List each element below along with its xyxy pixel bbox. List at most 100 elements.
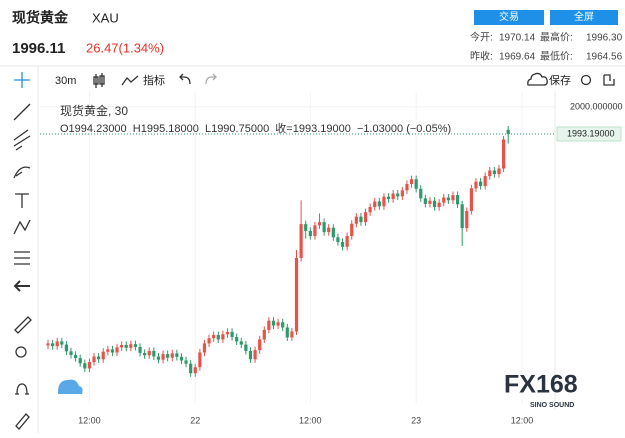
candle-body [258,339,262,351]
indicator-icon[interactable] [121,75,139,86]
candle-body [345,236,349,247]
candle-body [506,129,510,134]
candle-body [304,224,308,231]
candle-body [299,224,303,258]
candle-body [419,188,423,199]
candle-body [267,320,271,330]
redo-icon[interactable] [205,73,217,85]
candle-type-icon[interactable] [93,73,105,88]
current-price: 1996.11 [12,40,65,57]
pattern-tool[interactable] [13,219,31,235]
candle-body [414,179,418,189]
candle-body [391,193,395,200]
candle-body [451,195,455,201]
candle-body [60,341,64,345]
candle-body [207,338,211,344]
last-price-label: 1993.19000 [567,128,615,138]
stat-label: 昨收: [470,50,493,63]
candle-body [350,223,354,237]
candle-body [147,350,151,356]
candle-body [97,356,101,360]
price-change: 26.47(1.34%) [86,40,164,55]
candle-body [465,211,469,229]
trade-button[interactable] [474,10,544,25]
magnet-tool[interactable] [15,383,29,395]
candle-body [317,222,322,226]
candle-body [308,230,312,237]
cloud-icon[interactable] [527,72,548,86]
zoom-tool[interactable] [15,346,27,358]
ohlc-readout: O1994.23000 H1995.18000 L1990.75000 收=19… [60,121,451,135]
fullscreen-button[interactable] [550,10,618,25]
asset-symbol: XAU [92,10,119,25]
candle-body [262,329,266,340]
fib-tool[interactable] [13,129,31,151]
candle-body [377,201,381,207]
candle-body [248,350,253,360]
indicators-button[interactable]: 指标 [143,73,165,87]
candle-body [83,363,87,369]
candle-body [166,354,170,358]
candle-body [202,343,207,353]
candle-body [64,344,69,352]
left-toolbar [13,72,32,430]
candle-body [497,168,501,175]
candle-body [179,356,184,361]
stat-value: 1969.64 [499,52,536,63]
candle-body [69,351,73,355]
trendline-tool[interactable] [13,103,31,121]
expand-icon[interactable] [603,74,615,86]
candle-body [198,352,202,368]
candle-body [189,363,193,374]
candle-body [460,204,464,229]
candle-body [55,341,59,347]
candle-body [483,176,487,186]
candle-body [115,347,119,353]
candle-body [488,170,492,177]
trade-button-label[interactable]: 交易 [499,10,519,23]
candle-body [143,352,147,356]
candle-body [133,344,138,347]
candle-body [409,179,414,185]
text-tool[interactable] [15,193,29,208]
candle-body [331,227,335,238]
candle-body [478,181,483,186]
candle-body [87,362,92,369]
ruler-tool[interactable] [14,316,32,334]
candle-body [156,356,161,360]
candle-body [221,334,225,340]
candle-body [216,335,220,340]
candle-body [170,353,174,358]
measure-tool[interactable] [14,251,30,265]
candle-body [230,331,234,338]
settings-icon[interactable] [580,74,592,86]
candle-body [428,200,432,204]
candle-body [46,343,50,346]
hide-tools[interactable] [13,280,30,292]
candle-body [124,344,128,348]
candle-body [138,346,142,353]
asset-name: 现货黄金 [12,10,69,26]
stat-value: 1996.30 [586,33,623,44]
x-tick-label: 12:00 [78,415,101,425]
candle-body [152,350,156,357]
fullscreen-button-label[interactable]: 全屏 [574,10,594,23]
brush-tool[interactable] [13,166,31,179]
candle-body [359,216,363,223]
stat-label: 今开: [470,31,493,44]
candle-body [501,139,506,169]
candle-body [455,195,460,205]
candle-body [313,225,317,237]
crosshair-tool[interactable] [14,72,30,88]
lock-tool[interactable] [15,413,30,430]
candle-body [110,349,115,353]
interval-button[interactable]: 30m [55,75,76,87]
candle-body [212,335,216,339]
candle-body [442,197,446,203]
save-button[interactable]: 保存 [549,73,571,87]
candle-body [322,222,326,233]
candle-body [281,322,285,328]
undo-icon[interactable] [179,73,191,85]
candle-body [129,344,133,348]
